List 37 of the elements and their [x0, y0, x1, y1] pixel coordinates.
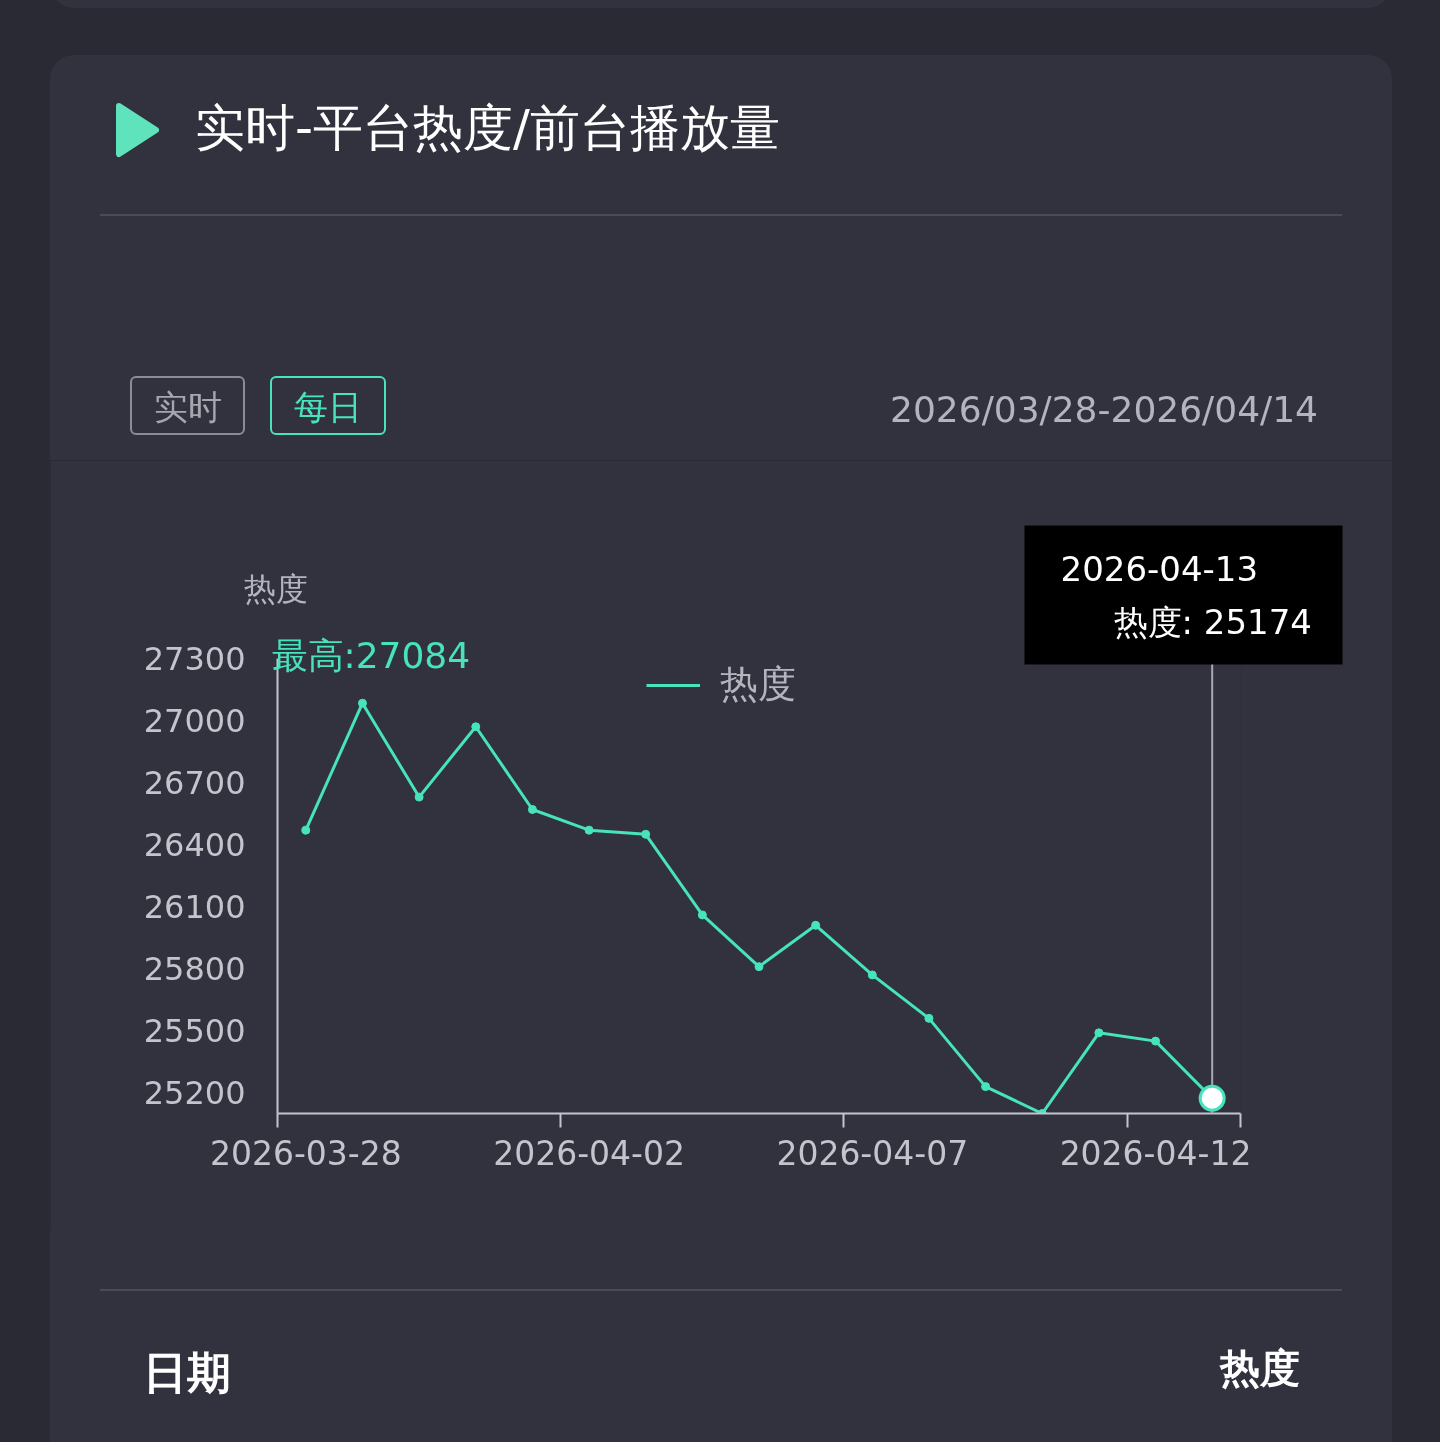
annotation: 最高:27084: [271, 635, 471, 676]
point: [357, 698, 367, 708]
y-tick-label: 27300: [143, 640, 246, 678]
text: 每日: [270, 376, 386, 435]
point: [754, 962, 764, 972]
chart-title: 实时-平台热度/前台播放量: [195, 98, 780, 159]
point: [584, 825, 594, 835]
point: [414, 792, 424, 802]
x-tick-label: 2026-03-28: [209, 1133, 402, 1173]
y-tick-label: 26700: [143, 764, 246, 803]
y-axis-title: 热度: [243, 569, 308, 608]
legend-label: 热度: [720, 661, 796, 708]
text: 实时: [130, 376, 245, 435]
point: [811, 920, 821, 930]
point: [301, 825, 311, 835]
text: 热度: [1220, 1344, 1300, 1393]
point: [641, 829, 651, 839]
y-tick-label: 26100: [143, 888, 246, 927]
point: [924, 1013, 934, 1023]
text: 2026-04-13 热度: 25174: [1060, 549, 1312, 642]
x-tick-label: 2026-04-12: [1059, 1133, 1252, 1173]
y-tick-label: 26400: [143, 826, 246, 865]
y-tick-label: 25500: [143, 1012, 246, 1051]
point: [697, 910, 707, 920]
point: [527, 804, 537, 814]
chart-subtitle: 2026/03/28-2026/04/14: [890, 388, 1318, 432]
x-tick-label: 2026-04-02: [493, 1133, 685, 1173]
y-tick-label: 25200: [143, 1074, 246, 1113]
y-tick-label: 27000: [143, 702, 246, 741]
text: 日期: [143, 1346, 231, 1400]
point: [471, 722, 481, 732]
point: [867, 970, 877, 980]
y-tick-label: 25800: [143, 950, 246, 989]
point: [1151, 1036, 1161, 1046]
point: [981, 1082, 991, 1092]
point: [1094, 1028, 1104, 1038]
x-tick-label: 2026-04-07: [776, 1133, 969, 1173]
